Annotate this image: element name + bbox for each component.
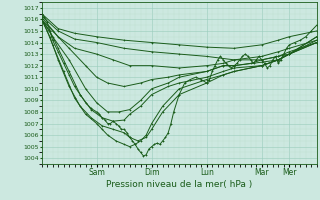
X-axis label: Pression niveau de la mer( hPa ): Pression niveau de la mer( hPa ) bbox=[106, 180, 252, 189]
